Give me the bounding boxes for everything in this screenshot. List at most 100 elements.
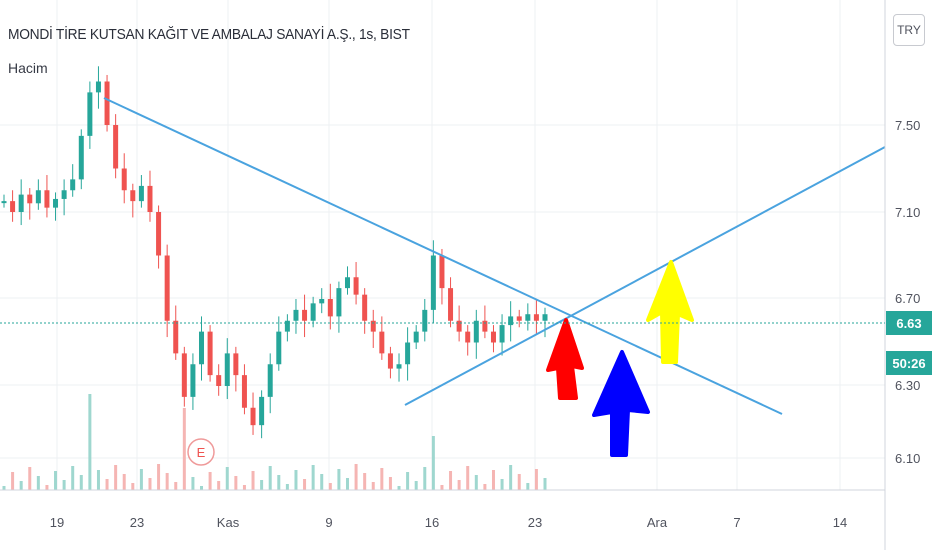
annotation-arrows[interactable] [546, 260, 694, 457]
volume-bar [71, 466, 75, 490]
last-price-tag: 6.63 [886, 311, 932, 335]
volume-bar [406, 472, 410, 490]
volume-bar [474, 475, 478, 490]
candle-body [482, 320, 488, 332]
y-tick-label: 6.10 [895, 451, 920, 466]
volume-bar [431, 436, 435, 490]
candle-body [164, 255, 170, 321]
candle-body [422, 309, 428, 332]
candle-body [448, 288, 454, 321]
volume-bar [328, 483, 332, 490]
chart-title: MONDİ TİRE KUTSAN KAĞIT VE AMBALAJ SANAY… [8, 26, 410, 43]
candle-body [27, 194, 33, 204]
candle-body [250, 407, 256, 426]
x-tick-label: 14 [833, 515, 847, 530]
volume-bar [11, 472, 15, 490]
candle-body [344, 277, 350, 289]
candle-body [405, 342, 411, 365]
candle-body [362, 294, 368, 321]
volume-bar [440, 485, 444, 490]
volume-bar [88, 394, 92, 490]
volume-bar [345, 478, 349, 490]
candle-body [508, 316, 514, 326]
candle-body [302, 309, 308, 321]
candle-body [130, 190, 136, 202]
candle-body [113, 125, 119, 169]
volume-bar [363, 473, 367, 490]
candle-body [18, 194, 24, 212]
volume-bar [96, 470, 100, 490]
volume-bar [260, 480, 264, 490]
candle-body [121, 168, 127, 191]
x-tick-label: Ara [647, 515, 668, 530]
volume-bar [174, 482, 178, 490]
volume-bar [423, 467, 427, 490]
trendlines[interactable] [103, 97, 886, 415]
volume-bar [131, 483, 135, 490]
candle-body [284, 320, 290, 332]
candle-body [207, 331, 213, 376]
volume-bar [191, 477, 195, 490]
volume-bar [526, 483, 530, 490]
volume-bar [242, 485, 246, 490]
volume-bar [337, 469, 341, 490]
volume-bar [303, 479, 307, 490]
candle-body [336, 288, 342, 317]
volume-bar [277, 475, 281, 490]
candle-body [533, 314, 539, 321]
candle-body [413, 331, 419, 343]
currency-button[interactable]: TRY [893, 14, 925, 46]
volume-label: Hacim [8, 60, 48, 76]
x-tick-label: 16 [425, 515, 439, 530]
yellow-arrow [646, 260, 694, 364]
volume-bar [114, 465, 118, 490]
candle-body [44, 190, 50, 208]
x-tick-label: 7 [733, 515, 740, 530]
volume-bar [36, 476, 40, 490]
volume-bar [388, 477, 392, 490]
volume-bar [371, 482, 375, 490]
candle-body [525, 314, 531, 321]
candle-body [353, 277, 359, 295]
candle-body [156, 212, 162, 256]
earnings-marker-label: E [197, 445, 206, 460]
x-tick-label: 23 [130, 515, 144, 530]
volume-bar [457, 480, 461, 490]
volume-bar [2, 486, 6, 490]
blue-arrow [592, 350, 650, 457]
volume-bar [79, 475, 83, 490]
red-arrow [546, 318, 584, 400]
volume-bar [251, 471, 255, 490]
trendline-ascending [404, 146, 886, 406]
candle-body [190, 364, 196, 397]
volume-bar [225, 467, 229, 490]
volume-bar [543, 478, 547, 490]
volume-bar [414, 481, 418, 490]
earnings-marker[interactable]: E [187, 438, 215, 466]
candle-body [439, 255, 445, 289]
volume-bar [517, 474, 521, 490]
volume-bar [354, 464, 358, 490]
candle-body [319, 299, 325, 304]
candle-body [267, 364, 273, 397]
candle-body [1, 201, 7, 204]
x-tick-label: 23 [528, 515, 542, 530]
volume-bar [208, 472, 212, 490]
candle-body [259, 396, 265, 426]
candle-body [138, 185, 144, 202]
volume-bar [483, 484, 487, 490]
volume-bar [62, 480, 66, 490]
candle-body [387, 353, 393, 369]
candle-body [199, 331, 205, 365]
candle-body [216, 375, 222, 386]
volume-bar [28, 467, 32, 490]
candle-body [224, 353, 230, 386]
y-tick-label: 7.50 [895, 118, 920, 133]
candle-body [241, 375, 247, 408]
candle-body [35, 190, 41, 204]
candles [1, 66, 548, 439]
volume-bar [217, 481, 221, 490]
candle-body [542, 314, 548, 321]
